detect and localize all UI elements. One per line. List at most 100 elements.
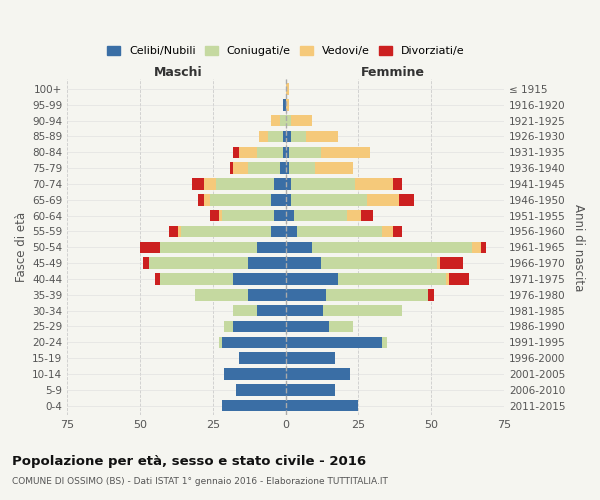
Bar (286, 258, 320, 269)
Bar (248, 258, 286, 269)
Bar (295, 210, 347, 222)
Bar (286, 162, 289, 174)
Bar (233, 162, 248, 174)
Bar (257, 242, 286, 253)
Text: Femmine: Femmine (361, 66, 425, 78)
Bar (155, 274, 160, 284)
Bar (286, 115, 292, 126)
Bar (286, 210, 295, 222)
Bar (224, 321, 233, 332)
Bar (230, 162, 233, 174)
Bar (472, 242, 481, 253)
Bar (221, 210, 274, 222)
Bar (160, 274, 233, 284)
Bar (286, 242, 312, 253)
Bar (286, 368, 350, 380)
Bar (382, 226, 394, 237)
Bar (286, 274, 338, 284)
Bar (481, 242, 487, 253)
Bar (428, 289, 434, 300)
Bar (257, 305, 286, 316)
Bar (233, 146, 239, 158)
Bar (320, 258, 437, 269)
Bar (286, 226, 297, 237)
Bar (286, 384, 335, 396)
Bar (160, 242, 257, 253)
Bar (210, 194, 271, 205)
Bar (289, 162, 315, 174)
Bar (239, 352, 286, 364)
Bar (382, 336, 388, 348)
Text: Popolazione per età, sesso e stato civile - 2016: Popolazione per età, sesso e stato civil… (12, 455, 366, 468)
Bar (259, 131, 268, 142)
Bar (140, 242, 160, 253)
Bar (394, 226, 402, 237)
Bar (274, 178, 286, 190)
Bar (198, 194, 204, 205)
Bar (292, 178, 355, 190)
Bar (233, 274, 286, 284)
Bar (143, 258, 149, 269)
Bar (286, 305, 323, 316)
Bar (274, 210, 286, 222)
Bar (286, 178, 292, 190)
Bar (286, 84, 289, 94)
Bar (306, 131, 338, 142)
Bar (315, 162, 353, 174)
Bar (347, 210, 361, 222)
Bar (286, 289, 326, 300)
Bar (218, 336, 221, 348)
Bar (361, 210, 373, 222)
Bar (283, 99, 286, 110)
Bar (286, 194, 292, 205)
Bar (236, 384, 286, 396)
Bar (210, 210, 218, 222)
Bar (286, 131, 292, 142)
Bar (289, 146, 320, 158)
Y-axis label: Anni di nascita: Anni di nascita (572, 204, 585, 291)
Bar (221, 336, 286, 348)
Bar (440, 258, 463, 269)
Bar (312, 242, 472, 253)
Bar (326, 289, 428, 300)
Bar (286, 400, 358, 411)
Text: Maschi: Maschi (154, 66, 202, 78)
Bar (268, 131, 283, 142)
Bar (329, 321, 353, 332)
Bar (283, 146, 286, 158)
Bar (233, 321, 286, 332)
Bar (286, 99, 289, 110)
Bar (239, 146, 257, 158)
Bar (449, 274, 469, 284)
Bar (169, 226, 178, 237)
Bar (367, 194, 399, 205)
Bar (149, 258, 248, 269)
Bar (283, 131, 286, 142)
Bar (355, 178, 394, 190)
Bar (224, 368, 286, 380)
Text: COMUNE DI OSSIMO (BS) - Dati ISTAT 1° gennaio 2016 - Elaborazione TUTTITALIA.IT: COMUNE DI OSSIMO (BS) - Dati ISTAT 1° ge… (12, 478, 388, 486)
Bar (394, 178, 402, 190)
Bar (221, 400, 286, 411)
Bar (271, 194, 286, 205)
Bar (280, 115, 286, 126)
Bar (233, 305, 257, 316)
Bar (323, 305, 402, 316)
Y-axis label: Fasce di età: Fasce di età (15, 212, 28, 282)
Bar (193, 178, 204, 190)
Bar (437, 258, 440, 269)
Bar (320, 146, 370, 158)
Bar (248, 289, 286, 300)
Bar (297, 226, 382, 237)
Bar (218, 210, 221, 222)
Bar (216, 178, 274, 190)
Bar (286, 336, 382, 348)
Bar (271, 226, 286, 237)
Bar (257, 146, 283, 158)
Bar (271, 115, 280, 126)
Bar (280, 162, 286, 174)
Bar (286, 146, 289, 158)
Bar (292, 131, 306, 142)
Bar (338, 274, 446, 284)
Bar (181, 226, 271, 237)
